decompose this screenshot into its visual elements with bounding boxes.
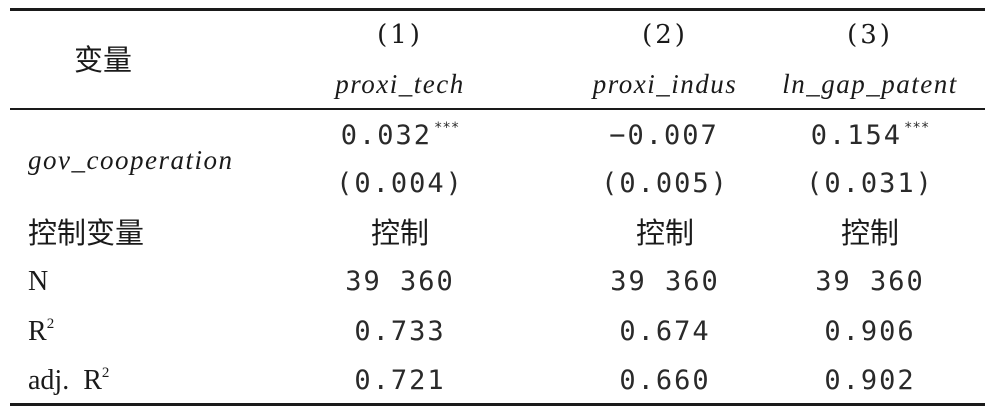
row-label-gov-cooperation: gov_cooperation <box>28 145 234 175</box>
controls-col2: 控制 <box>635 216 694 250</box>
r2-col3: 0.906 <box>824 316 916 347</box>
se-col3: (0.031) <box>806 168 934 199</box>
coef-col3-stars: *** <box>903 120 930 136</box>
controls-col1: 控制 <box>370 216 429 250</box>
controls-col3: 控制 <box>840 216 899 250</box>
n-col1: 39 360 <box>345 266 455 297</box>
coef-col3-value: 0.154 <box>810 120 902 151</box>
coef-col1-value: 0.032 <box>340 120 432 151</box>
se-col1: (0.004) <box>336 168 464 199</box>
n-col3: 39 360 <box>815 266 925 297</box>
top-rule <box>10 8 985 11</box>
header-col3-name: ln_gap_patent <box>782 69 958 99</box>
adj-r2-label-text: adj. R <box>28 365 102 396</box>
adj-r2-label-sup: 2 <box>101 365 110 381</box>
header-col1-name: proxi_tech <box>335 69 465 99</box>
coef-col2-value: −0.007 <box>609 120 719 151</box>
r2-label-text: R <box>28 316 47 347</box>
coef-col1: 0.032 *** <box>265 121 535 149</box>
row-label-n: N <box>28 266 49 297</box>
n-col2: 39 360 <box>610 266 720 297</box>
r2-col2: 0.674 <box>619 316 711 347</box>
header-col2-number: (2) <box>642 20 688 50</box>
row-label-adj-r2: adj. R2 <box>28 365 110 396</box>
coef-col3: 0.154 *** <box>700 121 992 149</box>
coef-col1-stars: *** <box>433 120 460 136</box>
row-label-controls: 控制变量 <box>28 216 145 250</box>
r2-col1: 0.733 <box>354 316 446 347</box>
header-col1-number: (1) <box>377 20 423 50</box>
se-col2: (0.005) <box>601 168 729 199</box>
adj-r2-col2: 0.660 <box>619 365 711 396</box>
row-label-r2: R2 <box>28 316 55 347</box>
header-rule <box>10 108 985 110</box>
r2-label-sup: 2 <box>46 316 55 332</box>
header-col2-name: proxi_indus <box>592 69 738 99</box>
header-col3-number: (3) <box>847 20 893 50</box>
adj-r2-col3: 0.902 <box>824 365 916 396</box>
adj-r2-col1: 0.721 <box>354 365 446 396</box>
header-variable-label: 变量 <box>74 43 133 77</box>
coef-col2: −0.007 <box>495 121 835 149</box>
bottom-rule <box>10 403 985 406</box>
